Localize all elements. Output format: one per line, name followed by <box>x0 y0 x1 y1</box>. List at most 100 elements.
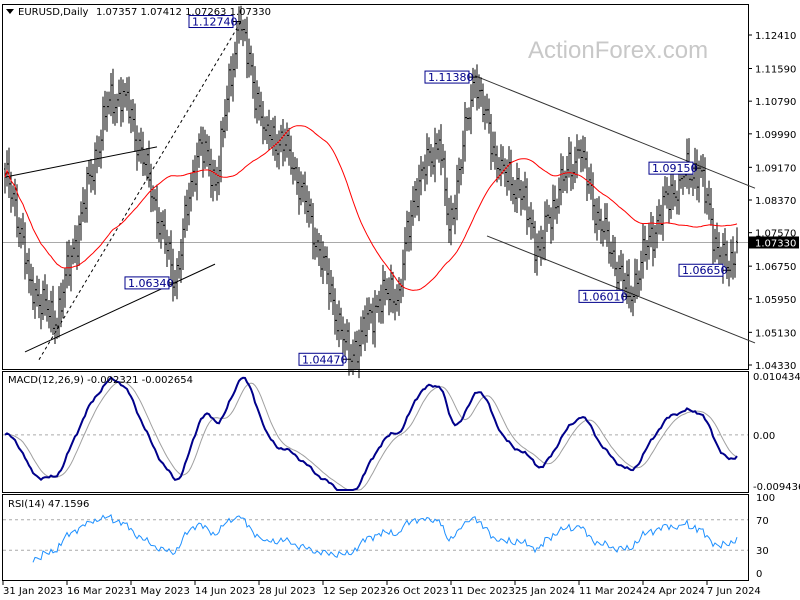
price-bar <box>288 127 290 166</box>
price-bar <box>674 180 676 207</box>
annotation-connector <box>169 282 176 287</box>
price-bar <box>278 130 280 170</box>
price-bar <box>374 290 376 348</box>
price-bar <box>354 331 356 371</box>
price-bar <box>192 159 194 197</box>
price-bar <box>126 77 128 111</box>
date-tick-label: 11 Dec 2023 <box>451 586 515 597</box>
price-bar <box>596 198 598 241</box>
date-tick-label: 25 Jan 2024 <box>515 586 575 597</box>
price-bar <box>526 178 528 235</box>
price-bar <box>220 120 222 183</box>
price-bar <box>474 69 476 99</box>
price-bar <box>62 279 64 319</box>
price-bar <box>102 96 104 151</box>
price-bar <box>586 151 588 202</box>
price-bar <box>86 166 88 223</box>
price-bar <box>66 241 68 289</box>
price-bar <box>268 109 270 151</box>
price-bar <box>178 250 180 279</box>
price-bar <box>302 174 304 203</box>
price-bar <box>64 267 66 308</box>
price-bar <box>216 166 218 201</box>
rsi-label: RSI(14) 47.1596 <box>8 499 89 510</box>
price-bar <box>88 160 90 185</box>
annotation-connector <box>623 295 630 301</box>
moving-average-line <box>4 125 738 291</box>
price-bar <box>164 209 166 254</box>
price-bar <box>428 137 430 167</box>
price-bar <box>502 146 504 175</box>
annotation-connector <box>723 269 730 275</box>
price-bar <box>94 142 96 195</box>
price-bar <box>644 225 646 262</box>
price-bar <box>528 206 530 228</box>
price-bar <box>468 107 470 131</box>
price-bar <box>382 264 384 324</box>
price-bar <box>116 93 118 124</box>
price-bar <box>258 86 260 121</box>
price-bar <box>108 91 110 115</box>
price-bar <box>122 79 124 123</box>
macd-label: MACD(12,26,9) -0.002321 -0.002654 <box>8 375 193 386</box>
price-bar <box>452 202 454 226</box>
price-bar <box>246 16 248 79</box>
price-bar <box>672 168 674 211</box>
price-bar <box>342 316 344 354</box>
price-bar <box>436 133 438 160</box>
price-bar <box>148 140 150 188</box>
price-bar <box>444 150 446 207</box>
price-tick-label: 1.07570 <box>755 229 796 240</box>
price-bar <box>544 201 546 261</box>
collapse-triangle-icon[interactable] <box>6 9 14 14</box>
price-bar <box>198 133 200 168</box>
price-bar <box>434 127 436 183</box>
price-bar <box>546 199 548 233</box>
price-bar <box>650 211 652 248</box>
price-bar <box>458 157 460 194</box>
price-bar <box>558 177 560 214</box>
price-bar <box>150 163 152 213</box>
price-bar <box>48 300 50 329</box>
price-bar <box>170 230 172 280</box>
price-bar <box>314 227 316 260</box>
price-bar <box>152 185 154 212</box>
price-bar <box>118 79 120 107</box>
price-bar <box>306 185 308 223</box>
price-bar <box>210 148 212 198</box>
price-bar <box>188 182 190 226</box>
price-bar <box>420 156 422 196</box>
price-bar <box>160 212 162 249</box>
price-bar <box>190 172 192 212</box>
price-bar <box>72 238 74 265</box>
price-bar <box>556 198 558 224</box>
price-bar <box>480 77 482 107</box>
price-bar <box>486 93 488 124</box>
price-bar <box>92 163 94 191</box>
price-bar <box>656 205 658 249</box>
price-bar <box>666 177 668 209</box>
price-bar <box>662 186 664 241</box>
price-bar <box>604 203 606 240</box>
price-bar <box>226 85 228 131</box>
price-bar <box>50 290 52 333</box>
date-tick-label: 14 Jun 2023 <box>195 586 255 597</box>
price-bar <box>392 271 394 314</box>
date-tick-label: 7 Jun 2024 <box>707 586 761 597</box>
price-bar <box>386 278 388 301</box>
price-bar <box>138 132 140 162</box>
price-bar <box>290 135 292 175</box>
rsi-tick-label: 30 <box>756 546 769 557</box>
price-bar <box>360 316 362 357</box>
price-bar <box>636 259 638 300</box>
price-bar <box>334 288 336 335</box>
price-tick-label: 1.05950 <box>755 295 796 306</box>
price-bar <box>410 200 412 251</box>
price-bar <box>538 230 540 257</box>
price-bar <box>136 125 138 171</box>
price-bar <box>254 66 256 119</box>
annotation-connector <box>233 21 240 26</box>
price-bar <box>206 134 208 167</box>
price-bar <box>22 212 24 245</box>
